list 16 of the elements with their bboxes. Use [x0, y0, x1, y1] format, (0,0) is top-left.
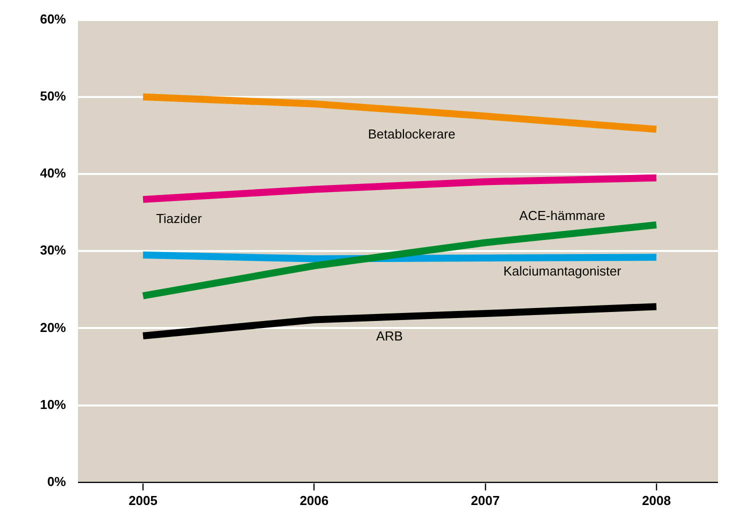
x-tick-label: 2006	[300, 492, 329, 508]
x-tick-label: 2007	[470, 492, 500, 508]
series-label: Tiazider	[156, 210, 203, 226]
y-tick-label: 30%	[40, 242, 66, 258]
x-tick-label: 2005	[128, 492, 158, 508]
series-label: Betablockerare	[368, 126, 456, 142]
x-tick-label: 2008	[642, 492, 671, 508]
y-tick-label: 40%	[40, 166, 66, 181]
y-tick-label: 0%	[47, 474, 66, 489]
y-tick-label: 20%	[40, 320, 66, 335]
series-label: Kalciumantagonister	[503, 263, 622, 278]
series-label: ACE-hämmare	[519, 208, 606, 224]
series-label: ARB	[376, 328, 403, 344]
y-tick-label: 60%	[40, 11, 66, 26]
y-tick-label: 50%	[40, 88, 66, 104]
y-tick-label: 10%	[40, 396, 66, 412]
